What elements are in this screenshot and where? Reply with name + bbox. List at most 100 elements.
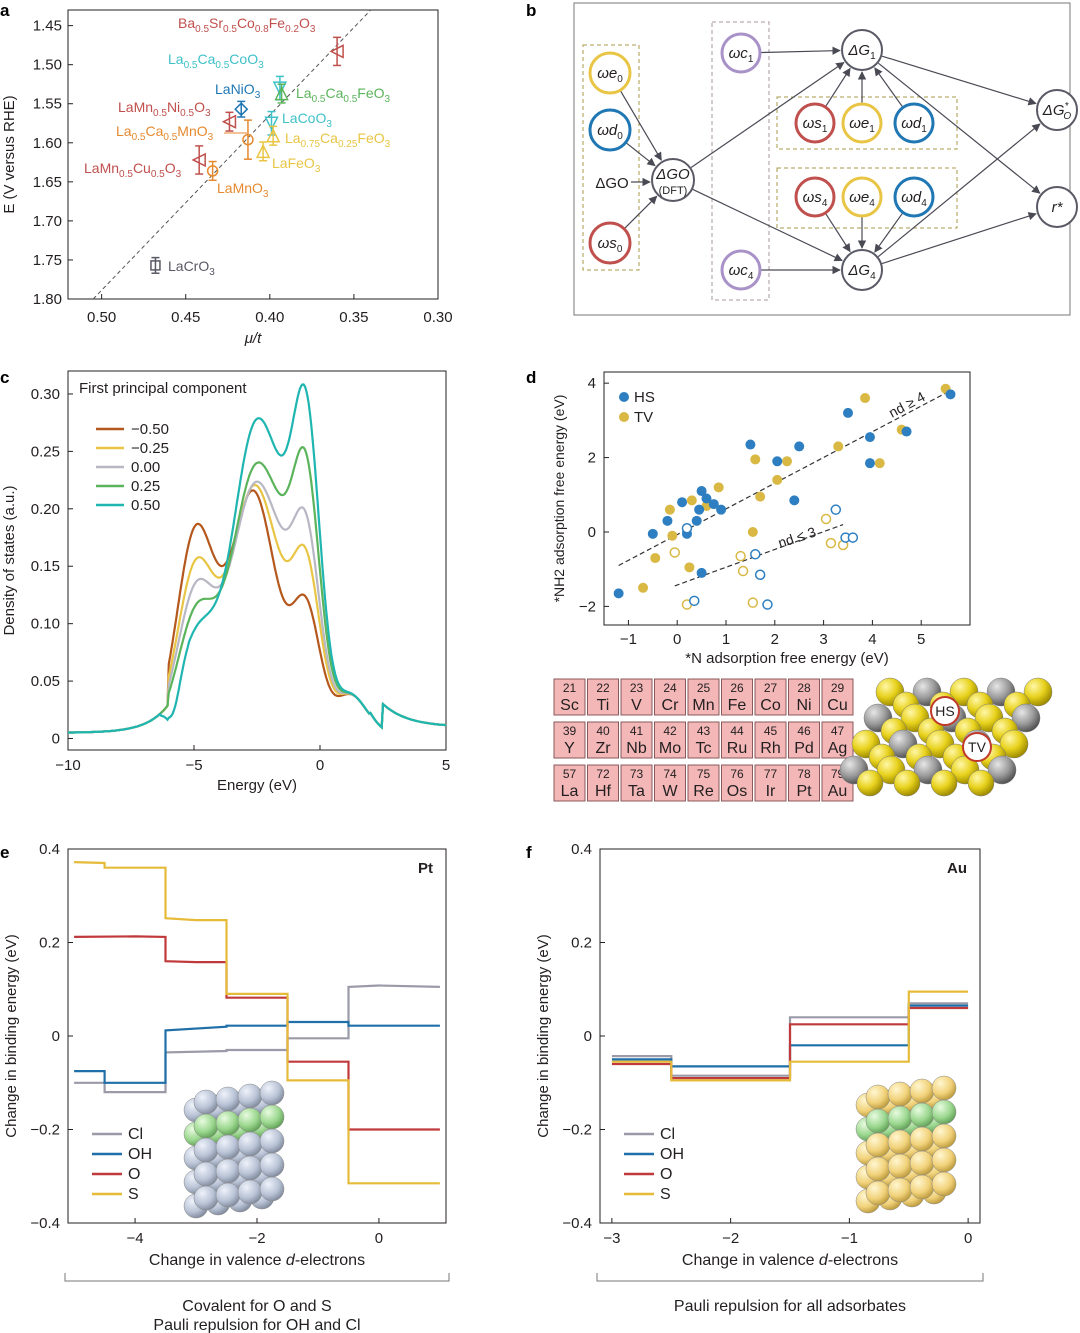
panel-b-diagram: ωe0 ωd0 ΔGO ωs0 ΔGO (DFT) ωc1 ωc4 ΔG1 ΔG4 ωs1 ωe1 ωd…	[573, 2, 1078, 316]
element-cell-Co: 27 Co	[754, 678, 787, 716]
element-symbol: La	[561, 783, 579, 800]
cluster-atom	[215, 1134, 241, 1160]
periodic-table: 21 Sc 22 Ti 23 V 24 Cr 25 Mn 26 Fe 27 Co 28 Ni 29 Cu 39 Y 40…	[553, 678, 854, 802]
x-tick-label: 4	[868, 631, 876, 648]
legend-label: 0.25	[131, 478, 160, 495]
y-tick-label: 0.10	[31, 616, 60, 633]
data-point	[234, 102, 249, 117]
diagram-arrow	[825, 213, 851, 253]
y-tick-label: 1.55	[33, 96, 62, 113]
element-box	[687, 678, 720, 716]
x-tick-label: 1	[722, 631, 730, 648]
element-box	[788, 678, 820, 716]
element-cell-Ti: 22 Ti	[587, 678, 619, 716]
element-number: 23	[630, 681, 644, 695]
element-cell-Zr: 40 Zr	[587, 721, 619, 759]
cluster-atom	[215, 1110, 241, 1136]
cluster-model	[183, 1080, 285, 1219]
data-point-hs	[613, 588, 624, 599]
cluster-atom	[237, 1131, 263, 1157]
x-tick-label: 0.45	[171, 309, 200, 326]
cluster-atom	[865, 1180, 891, 1206]
data-point-tv	[772, 474, 783, 485]
element-symbol: Mo	[659, 740, 681, 757]
step-line-S	[611, 990, 969, 1082]
element-number: 39	[563, 724, 577, 738]
diagram-node-ws4	[794, 176, 836, 218]
y-tick-label: 4	[588, 375, 596, 392]
site-marker-tv	[962, 732, 992, 762]
step-line-S	[74, 861, 440, 1185]
data-point-tv	[750, 454, 761, 465]
element-symbol: Pt	[796, 783, 812, 800]
cluster-atom	[193, 1185, 219, 1211]
element-number: 27	[764, 681, 778, 695]
x-tick-label: 0.35	[339, 309, 368, 326]
cluster-atom	[909, 1174, 935, 1200]
surface-atom	[856, 769, 884, 797]
point-label: LaNiO3	[215, 81, 261, 101]
diagram-node-wc1	[720, 32, 762, 74]
element-cell-Nb: 41 Nb	[620, 721, 653, 759]
data-point-hs	[864, 458, 875, 469]
data-point-tv	[664, 504, 675, 515]
y-axis-label: Change in binding energy (eV)	[3, 934, 20, 1137]
element-number: 76	[730, 767, 744, 781]
cluster-atom	[865, 1084, 891, 1110]
element-cell-Ta: 73 Ta	[620, 764, 653, 802]
cluster-atom	[215, 1158, 241, 1184]
legend-label: Cl	[128, 1126, 143, 1143]
y-tick-label: 0	[588, 524, 596, 541]
element-number: 44	[730, 724, 744, 738]
cluster-atom	[931, 1099, 957, 1125]
surface-atom	[1011, 703, 1041, 733]
diagram-node-wd1	[893, 102, 935, 144]
point-label: LaMn0.5Cu0.5O3	[84, 160, 182, 180]
node-label: ωe0	[597, 65, 623, 85]
element-cell-Tc: 43 Tc	[687, 721, 720, 759]
data-point-hs	[716, 504, 727, 515]
element-number: 43	[697, 724, 711, 738]
data-point-tv	[686, 495, 697, 506]
bracket	[64, 1273, 450, 1282]
cluster-atom	[931, 1075, 957, 1101]
element-symbol: Nb	[626, 740, 647, 757]
data-point	[329, 44, 344, 59]
x-axis-label: μ/t	[244, 330, 262, 347]
data-point-tv-open	[735, 550, 746, 562]
element-number: 21	[563, 681, 577, 695]
element-box	[821, 721, 854, 759]
data-point-hs-open	[762, 599, 773, 610]
element-symbol: Cr	[662, 697, 680, 714]
element-cell-Mo: 42 Mo	[654, 721, 686, 759]
element-symbol: Hf	[595, 783, 612, 800]
coupling-group-box	[711, 21, 770, 301]
diagram-node-we0	[588, 51, 632, 95]
element-number: 72	[596, 767, 610, 781]
data-point-hs	[694, 504, 705, 515]
cluster-atom	[887, 1177, 913, 1203]
node-label: ΔG4	[847, 262, 876, 282]
cluster-atom	[215, 1086, 241, 1112]
step-line-Cl	[74, 984, 440, 1094]
x-tick-label: −2	[248, 1230, 265, 1247]
x-tick-label: 0	[673, 631, 681, 648]
panel-a-chart: 0.50 0.45 0.40 0.35 0.30 1.45 1.50 1.55 1.60 1.65…	[1, 9, 453, 347]
data-point-tv	[713, 482, 724, 493]
x-tick-label: −2	[722, 1230, 739, 1247]
element-number: 75	[697, 767, 711, 781]
x-tick-label: −5	[185, 757, 202, 774]
legend-label: OH	[660, 1146, 684, 1163]
element-symbol: Re	[693, 783, 714, 800]
legend-label: 0.50	[131, 497, 160, 514]
diagram-frame	[573, 2, 1071, 316]
y-axis-label: E (V versus RHE)	[1, 95, 18, 213]
y-tick-label: 1.80	[33, 291, 62, 308]
element-box	[654, 764, 686, 802]
diagram-arrow	[874, 212, 903, 253]
surface-atom	[987, 755, 1017, 785]
cluster-atom	[259, 1080, 285, 1106]
data-point	[264, 116, 279, 131]
element-cell-Ru: 44 Ru	[721, 721, 753, 759]
data-point-tv	[755, 491, 766, 502]
